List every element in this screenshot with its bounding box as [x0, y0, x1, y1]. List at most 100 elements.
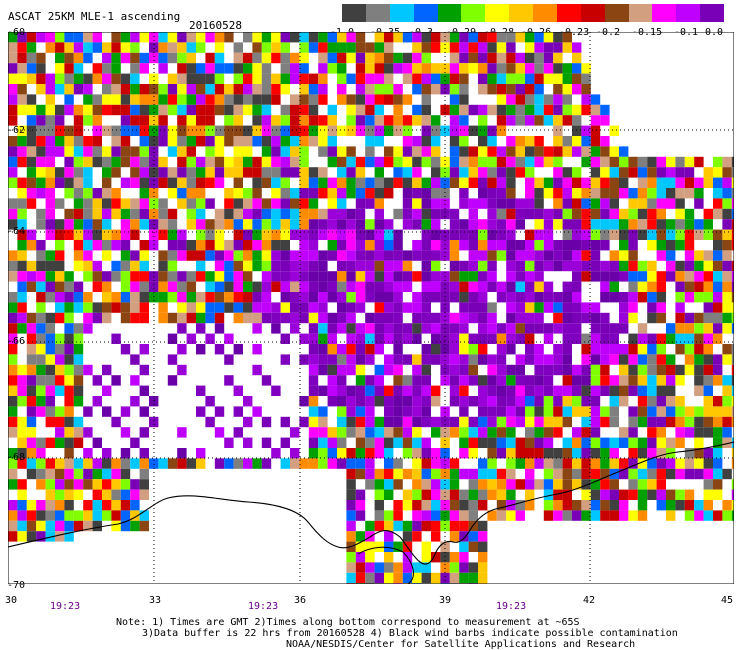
data-cell: [515, 354, 525, 365]
data-cell: [205, 136, 215, 147]
data-cell: [196, 229, 206, 240]
data-cell: [478, 344, 488, 355]
data-cell: [186, 458, 196, 469]
data-cell: [421, 500, 431, 511]
data-cell: [308, 250, 319, 261]
data-cell: [402, 94, 413, 105]
data-cell: [290, 73, 300, 84]
data-cell: [675, 260, 685, 272]
data-cell: [130, 219, 140, 230]
data-cell: [478, 260, 488, 272]
data-cell: [337, 260, 347, 272]
data-cell: [562, 73, 572, 84]
data-cell: [384, 292, 394, 303]
data-cell: [703, 458, 713, 469]
data-cell: [26, 281, 37, 292]
data-cell: [55, 42, 65, 53]
data-cell: [346, 448, 356, 459]
data-cell: [647, 448, 657, 459]
data-cell: [271, 32, 281, 43]
data-cell: [252, 32, 262, 43]
data-cell: [572, 375, 582, 386]
data-cell: [496, 448, 507, 459]
data-cell: [205, 302, 215, 313]
data-cell: [402, 125, 413, 136]
data-cell: [731, 302, 734, 313]
data-cell: [102, 500, 112, 511]
data-cell: [36, 510, 46, 521]
data-cell: [619, 271, 629, 282]
data-cell: [186, 281, 196, 292]
data-cell: [421, 375, 431, 386]
data-cell: [92, 520, 102, 532]
data-cell: [337, 177, 347, 188]
data-cell: [525, 468, 535, 480]
data-cell: [102, 73, 112, 84]
data-cell: [421, 385, 431, 396]
data-cell: [8, 427, 18, 438]
data-cell: [384, 364, 394, 376]
data-cell: [562, 479, 572, 490]
data-cell: [675, 229, 685, 240]
data-cell: [374, 541, 384, 552]
data-cell: [299, 260, 309, 272]
data-cell: [158, 271, 168, 282]
data-cell: [73, 354, 84, 365]
data-cell: [196, 271, 206, 282]
data-cell: [36, 344, 46, 355]
data-cell: [280, 125, 290, 136]
data-cell: [299, 42, 309, 53]
data-cell: [515, 406, 525, 417]
data-cell: [562, 42, 572, 53]
data-cell: [722, 406, 732, 417]
data-cell: [102, 479, 112, 490]
data-cell: [515, 63, 525, 74]
data-cell: [8, 468, 18, 480]
data-cell: [130, 312, 140, 324]
data-cell: [647, 333, 657, 344]
data-cell: [534, 437, 544, 448]
data-cell: [177, 156, 187, 168]
data-cell: [167, 333, 178, 344]
data-cell: [412, 562, 422, 573]
data-cell: [449, 354, 460, 365]
data-cell: [365, 333, 375, 344]
data-cell: [167, 354, 178, 365]
data-cell: [327, 396, 337, 407]
data-cell: [233, 146, 243, 157]
data-cell: [440, 250, 450, 261]
data-cell: [534, 479, 544, 490]
data-cell: [590, 115, 601, 126]
data-cell: [261, 104, 272, 116]
data-cell: [590, 323, 601, 334]
data-cell: [243, 219, 253, 230]
data-cell: [459, 188, 469, 199]
data-cell: [393, 312, 403, 324]
data-cell: [562, 84, 572, 95]
data-cell: [261, 115, 272, 126]
data-cell: [402, 271, 413, 282]
data-cell: [431, 188, 441, 199]
data-cell: [243, 229, 253, 240]
data-cell: [214, 344, 225, 355]
data-cell: [17, 73, 27, 84]
data-cell: [167, 94, 178, 105]
data-cell: [318, 427, 328, 438]
data-cell: [393, 281, 403, 292]
data-cell: [346, 115, 356, 126]
data-cell: [581, 437, 591, 448]
data-cell: [186, 42, 196, 53]
data-cell: [468, 510, 478, 521]
data-cell: [111, 510, 121, 521]
data-cell: [290, 250, 300, 261]
data-cell: [713, 156, 723, 168]
data-cell: [374, 42, 384, 53]
data-cell: [440, 292, 450, 303]
data-cell: [487, 427, 497, 438]
data-cell: [83, 427, 93, 438]
data-cell: [158, 125, 168, 136]
data-cell: [55, 302, 65, 313]
data-cell: [120, 250, 131, 261]
data-cell: [703, 271, 713, 282]
data-cell: [308, 73, 319, 84]
